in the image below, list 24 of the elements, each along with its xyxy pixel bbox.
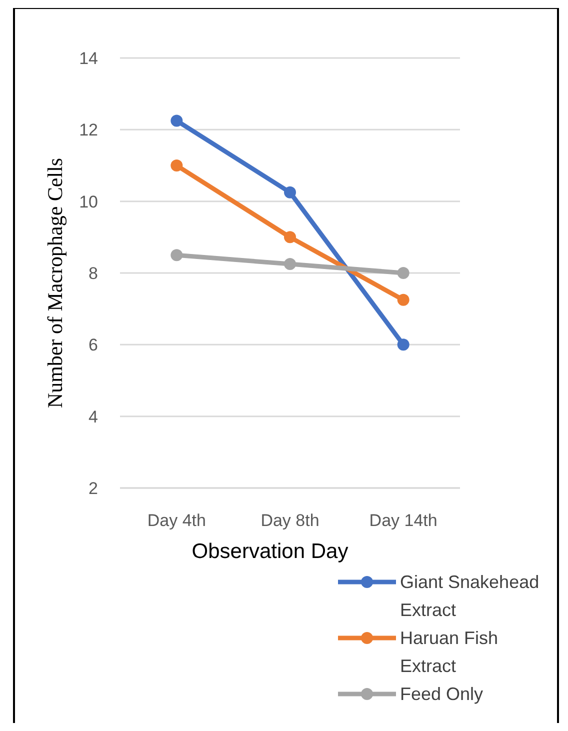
point	[397, 338, 410, 351]
point	[284, 231, 296, 244]
point	[170, 249, 183, 262]
y-tick-label: 12	[79, 120, 98, 140]
point	[170, 160, 183, 172]
x-axis-title: Observation Day	[192, 540, 349, 563]
y-tick-label: 4	[88, 407, 98, 426]
point	[397, 294, 410, 306]
legend-label: Haruan Fish Extract	[400, 628, 498, 676]
y-tick-label: 10	[79, 192, 98, 212]
point	[284, 186, 296, 198]
y-tick-label: 2	[88, 478, 98, 498]
x-tick-label: Day 4th	[147, 511, 206, 530]
y-tick-label: 8	[88, 264, 98, 283]
x-tick-label: Day 14th	[369, 511, 438, 530]
y-axis-title: Number of Macrophage Cells	[43, 158, 67, 408]
y-tick-label: 14	[79, 48, 98, 68]
point	[397, 267, 410, 279]
point	[170, 114, 183, 127]
legend-label: Feed Only	[400, 684, 484, 704]
x-tick-label: Day 8th	[260, 511, 320, 530]
point	[284, 258, 296, 270]
y-tick-label: 6	[88, 336, 98, 355]
legend-label: Giant Snakehead Extract	[400, 572, 540, 620]
